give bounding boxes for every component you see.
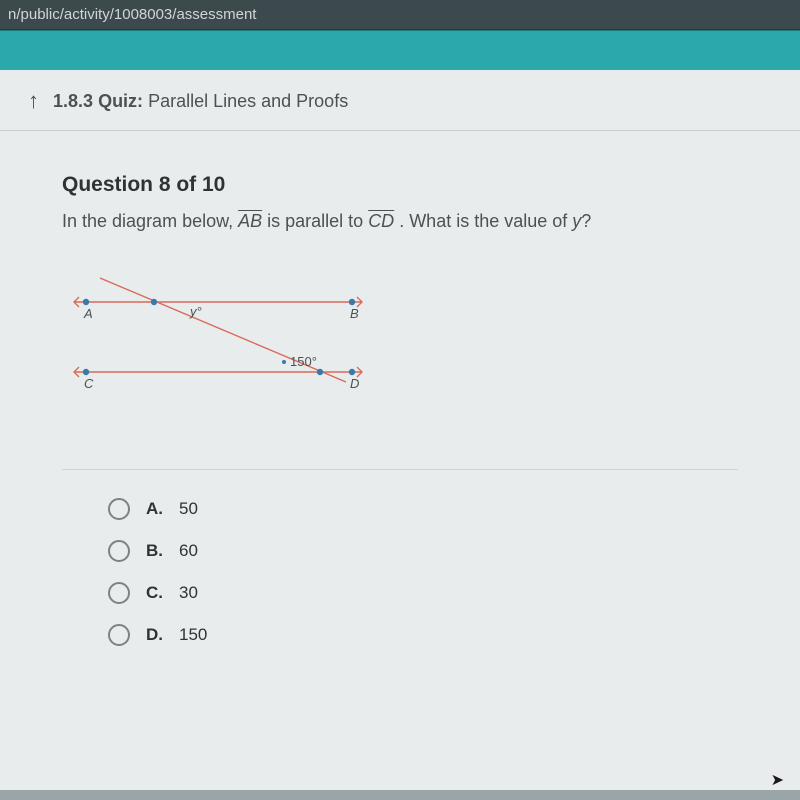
- question-text: In the diagram below, AB is parallel to …: [62, 211, 738, 232]
- choice-value: 30: [179, 583, 198, 603]
- divider: [62, 469, 738, 470]
- q-prefix: In the diagram below,: [62, 211, 238, 231]
- question-heading: Question 8 of 10: [62, 173, 738, 197]
- radio-icon[interactable]: [108, 540, 130, 562]
- choice-letter: D.: [146, 625, 163, 645]
- svg-text:C: C: [84, 376, 94, 391]
- choice-letter: C.: [146, 583, 163, 603]
- q-mid: is parallel to: [262, 211, 368, 231]
- choice-d[interactable]: D. 150: [108, 624, 738, 646]
- variable-y: y: [572, 211, 581, 231]
- q-suffix: . What is the value of: [394, 211, 572, 231]
- geometry-diagram: A B C Dy° 150°: [62, 266, 422, 406]
- quiz-title: 1.8.3 Quiz: Parallel Lines and Proofs: [53, 91, 348, 112]
- choice-value: 150: [179, 625, 207, 645]
- choice-b[interactable]: B. 60: [108, 540, 738, 562]
- quiz-number: 1.8.3: [53, 91, 93, 111]
- q-end: ?: [581, 211, 591, 231]
- choice-value: 60: [179, 541, 198, 561]
- radio-icon[interactable]: [108, 624, 130, 646]
- choice-value: 50: [179, 499, 198, 519]
- question-area: Question 8 of 10 In the diagram below, A…: [0, 131, 800, 646]
- page-content: ↑ 1.8.3 Quiz: Parallel Lines and Proofs …: [0, 70, 800, 790]
- svg-text:D: D: [350, 376, 359, 391]
- choice-letter: A.: [146, 499, 163, 519]
- svg-text:A: A: [83, 306, 93, 321]
- url-text: n/public/activity/1008003/assessment: [8, 6, 256, 23]
- radio-icon[interactable]: [108, 498, 130, 520]
- back-arrow-icon[interactable]: ↑: [28, 88, 39, 114]
- app-banner: [0, 30, 800, 70]
- segment-cd: CD: [368, 211, 394, 231]
- choice-letter: B.: [146, 541, 163, 561]
- quiz-label: Quiz:: [98, 91, 143, 111]
- cursor-icon: ➤: [771, 770, 784, 790]
- radio-icon[interactable]: [108, 582, 130, 604]
- answer-choices: A. 50 B. 60 C. 30 D. 150: [62, 498, 738, 646]
- svg-text:150°: 150°: [290, 354, 317, 369]
- quiz-name: Parallel Lines and Proofs: [148, 91, 348, 111]
- svg-text:B: B: [350, 306, 359, 321]
- browser-url-bar: n/public/activity/1008003/assessment: [0, 0, 800, 30]
- choice-c[interactable]: C. 30: [108, 582, 738, 604]
- svg-text:y°: y°: [189, 304, 202, 319]
- segment-ab: AB: [238, 211, 262, 231]
- choice-a[interactable]: A. 50: [108, 498, 738, 520]
- quiz-header: ↑ 1.8.3 Quiz: Parallel Lines and Proofs: [0, 70, 800, 131]
